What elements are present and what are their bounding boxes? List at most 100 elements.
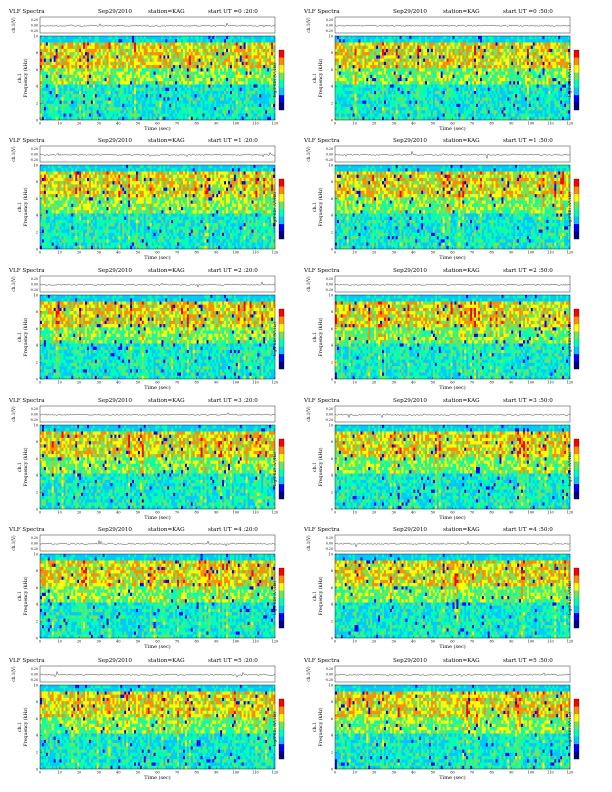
y-tick-label: 0 (331, 118, 333, 122)
y-tick-label: 10 (34, 683, 38, 687)
waveform-tick-label: -0.20 (325, 678, 333, 682)
waveform-frame (39, 145, 276, 163)
x-tick-label: 10 (57, 640, 61, 644)
x-tick-label: 40 (411, 381, 415, 385)
chart-start-time: start UT =4 :50:0 (503, 527, 553, 534)
waveform-tick-label: 0.20 (31, 407, 38, 411)
waveform-tick-label: -0.20 (30, 418, 38, 422)
colorbar (573, 308, 580, 370)
colorbar-label: log(PSD) (V²/Hz) (567, 581, 572, 615)
y-axis-label: Frequency (kHz) (22, 447, 29, 486)
y-tick-label: 0 (331, 767, 333, 771)
waveform-axis-label: ch.1(V) (11, 406, 16, 422)
waveform-frame (334, 145, 571, 163)
chart-start-time: start UT =5 :20:0 (208, 658, 258, 665)
colorbar (573, 567, 580, 629)
colorbar-label: log(PSD) (V²/Hz) (567, 192, 572, 226)
waveform-tick-label: -0.20 (325, 288, 333, 292)
heatmap-cells (40, 554, 276, 639)
x-tick-label: 0 (334, 640, 336, 644)
waveform-tick-label: -0.20 (30, 158, 38, 162)
colorbar-label: log(PSD) (V²/Hz) (272, 452, 277, 486)
x-tick-label: 20 (372, 251, 376, 255)
waveform-tick-label: 0.00 (31, 542, 38, 546)
waveform-trace (335, 540, 571, 548)
y-axis-label: Frequency (kHz) (22, 317, 29, 356)
x-tick-label: 40 (116, 122, 120, 126)
waveform-tick-label: 0.20 (326, 18, 333, 22)
y-tick-label: 0 (36, 636, 38, 640)
chart-station: station=KAG (148, 398, 185, 405)
waveform-trace (39, 540, 276, 547)
waveform-trace (39, 412, 276, 416)
y-tick-label: 8 (36, 180, 38, 184)
x-tick-label: 0 (334, 511, 336, 515)
x-tick-label: 80 (195, 122, 199, 126)
y-tick-label: 10 (34, 423, 38, 427)
x-tick-label: 20 (77, 771, 81, 775)
waveform-trace (39, 670, 276, 678)
x-tick-label: 30 (97, 122, 101, 126)
x-tick-label: 70 (470, 640, 474, 644)
y-tick-label: 8 (36, 310, 38, 314)
y-axis-label: Frequency (kHz) (317, 707, 324, 746)
x-tick-label: 50 (431, 122, 435, 126)
waveform-tick-label: 0.20 (326, 407, 333, 411)
x-tick-label: 90 (509, 251, 513, 255)
x-axis-label: Time (sec) (144, 514, 170, 520)
chart-station: station=KAG (443, 268, 480, 275)
channel-label: ch.1 (17, 332, 23, 342)
chart-title: VLF Spectra (9, 268, 45, 275)
x-axis-label: Time (sec) (144, 125, 170, 131)
chart-date: Sep29/2010 (393, 527, 427, 534)
y-tick-label: 4 (331, 344, 333, 348)
channel-label: ch.1 (17, 73, 23, 83)
chart-date: Sep29/2010 (393, 658, 427, 665)
x-tick-label: 110 (252, 511, 258, 515)
chart-date: Sep29/2010 (98, 398, 132, 405)
y-tick-label: 6 (36, 327, 38, 331)
waveform-tick-label: 0.20 (326, 277, 333, 281)
y-tick-label: 8 (331, 310, 333, 314)
y-tick-label: 2 (36, 102, 38, 106)
x-tick-label: 0 (39, 640, 41, 644)
x-tick-label: 10 (57, 251, 61, 255)
colorbar-label: log(PSD) (V²/Hz) (272, 712, 277, 746)
x-tick-label: 90 (214, 381, 218, 385)
chart-title: VLF Spectra (9, 9, 45, 16)
chart-start-time: start UT =4 :20:0 (208, 527, 258, 534)
colorbar-label: log(PSD) (V²/Hz) (567, 452, 572, 486)
x-tick-label: 110 (252, 251, 258, 255)
x-tick-label: 50 (431, 381, 435, 385)
waveform-frame (39, 534, 276, 552)
y-tick-label: 10 (329, 552, 333, 556)
waveform-axis-label: ch.1(V) (11, 17, 16, 33)
chart-station: station=KAG (443, 398, 480, 405)
y-tick-label: 2 (331, 361, 333, 365)
waveform-frame (39, 665, 276, 683)
x-tick-label: 90 (214, 640, 218, 644)
x-tick-label: 20 (372, 771, 376, 775)
waveform-trace (334, 672, 571, 677)
y-tick-label: 2 (36, 751, 38, 755)
x-tick-label: 30 (97, 771, 101, 775)
x-tick-label: 100 (528, 381, 534, 385)
chart-title: VLF Spectra (9, 138, 45, 145)
waveform-axis-label: ch.1(V) (306, 146, 311, 162)
waveform-trace (40, 22, 276, 28)
y-tick-label: 4 (331, 474, 333, 478)
y-tick-label: 6 (331, 717, 333, 721)
colorbar (278, 698, 285, 760)
heatmap-cells (40, 425, 276, 510)
y-tick-label: 4 (331, 85, 333, 89)
y-axis-label: Frequency (kHz) (317, 187, 324, 226)
x-tick-label: 70 (175, 122, 179, 126)
channel-label: ch.1 (312, 202, 318, 212)
y-tick-label: 6 (36, 717, 38, 721)
colorbar-label: log(PSD) (V²/Hz) (567, 322, 572, 356)
y-tick-label: 2 (331, 491, 333, 495)
x-tick-label: 10 (352, 640, 356, 644)
x-tick-label: 120 (567, 511, 573, 515)
